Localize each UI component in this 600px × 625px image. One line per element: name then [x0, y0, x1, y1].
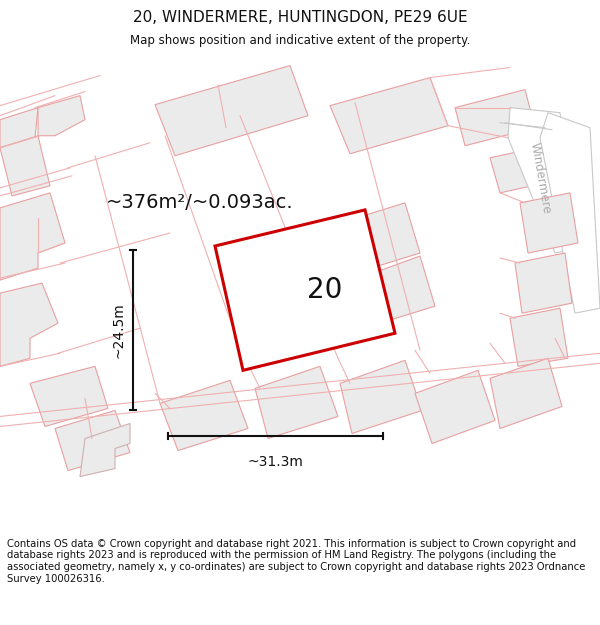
Polygon shape — [330, 78, 448, 154]
Text: ~31.3m: ~31.3m — [248, 454, 304, 469]
Polygon shape — [515, 253, 572, 313]
Text: ~376m²/~0.093ac.: ~376m²/~0.093ac. — [106, 193, 294, 213]
Polygon shape — [55, 411, 130, 471]
Polygon shape — [0, 193, 65, 280]
Text: Contains OS data © Crown copyright and database right 2021. This information is : Contains OS data © Crown copyright and d… — [7, 539, 586, 584]
Polygon shape — [38, 96, 85, 136]
Polygon shape — [0, 136, 50, 196]
Polygon shape — [160, 381, 248, 451]
Polygon shape — [340, 203, 420, 273]
Polygon shape — [0, 283, 58, 366]
Polygon shape — [455, 89, 535, 146]
Polygon shape — [155, 66, 308, 156]
Polygon shape — [255, 366, 338, 439]
Polygon shape — [0, 107, 38, 148]
Polygon shape — [510, 308, 568, 366]
Text: ~24.5m: ~24.5m — [112, 302, 126, 358]
Text: Windermere: Windermere — [527, 141, 553, 214]
Text: Map shows position and indicative extent of the property.: Map shows position and indicative extent… — [130, 34, 470, 48]
Polygon shape — [30, 366, 108, 426]
Polygon shape — [235, 246, 320, 316]
Polygon shape — [490, 142, 568, 193]
Polygon shape — [540, 112, 600, 313]
Polygon shape — [415, 371, 495, 444]
Polygon shape — [80, 424, 130, 477]
Polygon shape — [215, 210, 395, 371]
Text: 20: 20 — [307, 276, 342, 304]
Text: 20, WINDERMERE, HUNTINGDON, PE29 6UE: 20, WINDERMERE, HUNTINGDON, PE29 6UE — [133, 11, 467, 26]
Polygon shape — [340, 360, 422, 434]
Polygon shape — [490, 358, 562, 429]
Polygon shape — [365, 256, 435, 326]
Polygon shape — [520, 193, 578, 253]
Polygon shape — [508, 107, 580, 253]
